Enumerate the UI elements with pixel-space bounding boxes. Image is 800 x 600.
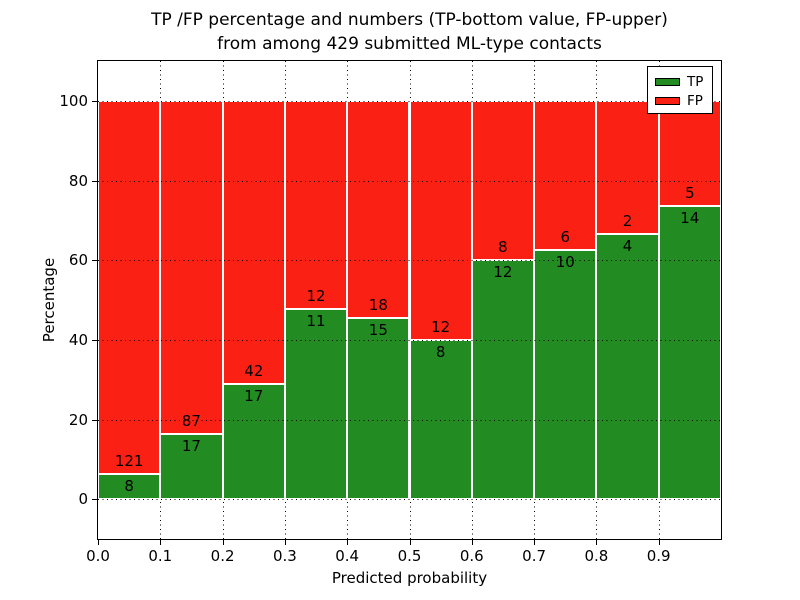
y-tick-label: 100 — [59, 91, 88, 110]
tick-mark-x — [347, 540, 349, 545]
x-axis-label: Predicted probability — [331, 569, 488, 587]
tick-mark-y — [92, 419, 97, 421]
tick-mark-y — [92, 339, 97, 341]
tick-mark-x — [596, 540, 598, 545]
bar-count-label-tp: 8 — [124, 477, 134, 496]
tick-mark-x — [534, 540, 536, 545]
legend-swatch-tp-icon — [655, 77, 680, 86]
tick-mark-y — [92, 499, 97, 501]
tick-mark-x — [658, 540, 660, 545]
bar-segment-fp — [347, 100, 410, 319]
x-tick-label: 0.7 — [522, 547, 547, 565]
tick-mark-x — [160, 540, 162, 545]
x-tick-label: 0.2 — [210, 547, 235, 565]
y-axis-label: Percentage — [40, 257, 58, 343]
bar-count-label-fp: 87 — [181, 412, 201, 431]
chart-title-line2: from among 429 submitted ML-type contact… — [217, 34, 602, 54]
bar-segment-tp — [222, 384, 285, 500]
legend-swatch-fp-icon — [655, 96, 680, 105]
legend-item-tp: TP — [655, 72, 712, 91]
bar-segment-tp — [284, 308, 348, 500]
chart-title-line1: TP /FP percentage and numbers (TP-bottom… — [151, 10, 668, 30]
y-tick-label: 20 — [68, 410, 88, 429]
x-tick-label: 0.1 — [148, 547, 173, 565]
x-tick-label: 0.9 — [646, 547, 671, 565]
bar-count-label-tp: 8 — [435, 342, 446, 361]
tick-mark-x — [284, 540, 286, 545]
x-tick-label: 0.4 — [335, 547, 360, 565]
gridline-h — [98, 260, 721, 262]
tick-mark-y — [92, 100, 97, 102]
bar-segment-tp — [471, 260, 535, 500]
bar-segment-tp — [534, 250, 597, 500]
bar-count-label-tp: 17 — [181, 437, 201, 456]
x-tick-label: 0.5 — [397, 547, 422, 565]
bar-segment-fp — [534, 100, 597, 251]
bar-segment-fp — [98, 100, 161, 475]
bar-count-label-fp: 2 — [622, 211, 633, 230]
x-tick-label: 0.6 — [459, 547, 484, 565]
bar-segment-tp — [347, 318, 410, 500]
y-tick-label: 0 — [78, 490, 88, 509]
bar-segment-fp — [471, 100, 535, 261]
gridline-h — [98, 339, 721, 341]
y-tick-label: 40 — [68, 330, 88, 349]
bar-count-label-tp: 15 — [368, 321, 388, 340]
tick-mark-y — [92, 180, 97, 182]
x-tick-label: 0.3 — [272, 547, 297, 565]
gridline-h — [98, 100, 721, 102]
bar-segment-fp — [284, 100, 348, 309]
tick-mark-x — [98, 540, 99, 545]
bar-segment-tp — [160, 434, 223, 500]
bar-count-label-fp: 121 — [114, 452, 144, 471]
bar-segment-tp — [409, 339, 472, 500]
gridline-h — [98, 499, 721, 501]
bar-count-label-fp: 12 — [306, 286, 326, 305]
tick-mark-x — [222, 540, 224, 545]
bar-segment-tp — [596, 233, 659, 500]
chart-title: TP /FP percentage and numbers (TP-bottom… — [98, 8, 721, 56]
y-tick-label: 60 — [68, 251, 88, 270]
bar-count-label-fp: 6 — [560, 228, 571, 247]
legend-item-fp: FP — [655, 91, 712, 110]
tick-mark-y — [92, 260, 97, 262]
bar-count-label-fp: 12 — [431, 317, 451, 336]
bar-count-label-fp: 42 — [244, 362, 264, 381]
bar-count-label-fp: 5 — [685, 183, 695, 202]
y-tick-label: 80 — [68, 171, 88, 190]
bar-segment-fp — [160, 100, 223, 435]
bar-count-label-fp: 8 — [498, 238, 508, 257]
bar-count-label-tp: 10 — [555, 253, 575, 272]
bar-count-label-tp: 12 — [493, 263, 513, 282]
bar-count-label-fp: 18 — [368, 296, 388, 315]
bar-count-label-tp: 4 — [622, 236, 633, 255]
bar-segment-tp — [658, 205, 721, 500]
bar-count-label-tp: 14 — [680, 208, 700, 227]
bar-segment-fp — [222, 100, 285, 385]
tick-mark-x — [471, 540, 473, 545]
legend-label-tp: TP — [687, 73, 704, 90]
bar-segment-fp — [409, 100, 472, 340]
x-tick-label: 0.8 — [584, 547, 609, 565]
bar-segment-tp — [98, 474, 161, 500]
x-tick-label: 0.0 — [86, 547, 110, 565]
bar-count-label-tp: 17 — [244, 387, 264, 406]
legend: TP FP — [647, 66, 713, 114]
tick-mark-x — [409, 540, 411, 545]
legend-label-fp: FP — [687, 92, 703, 109]
gridline-h — [98, 419, 721, 421]
gridline-h — [98, 180, 721, 182]
bar-count-label-tp: 11 — [306, 311, 326, 330]
